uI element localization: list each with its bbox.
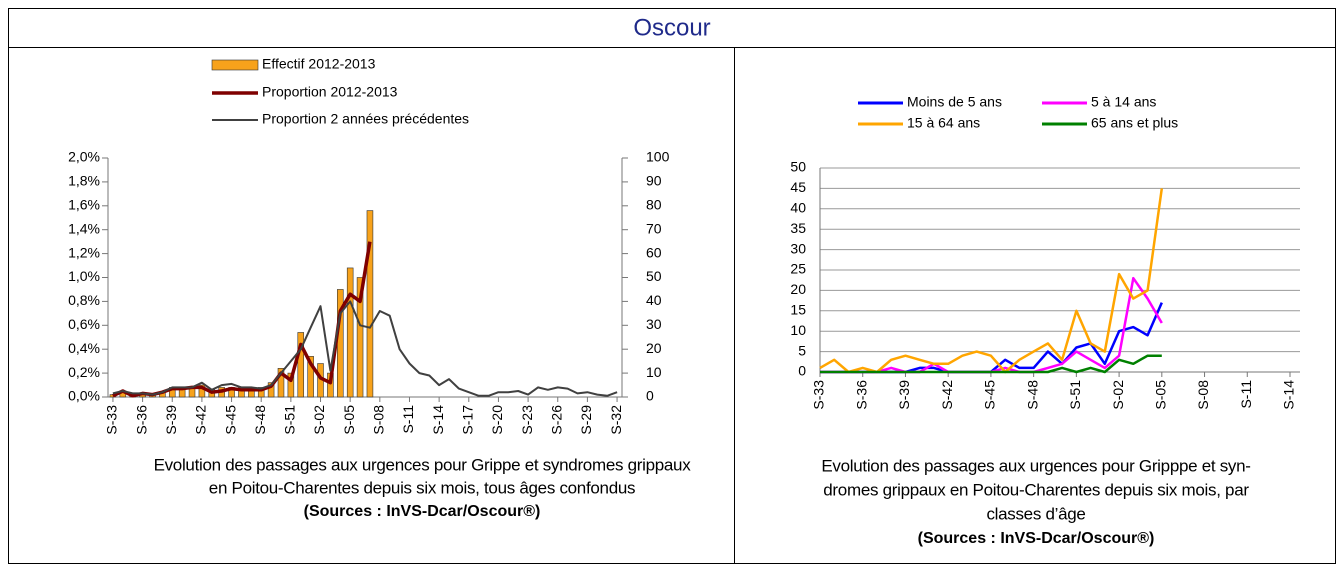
x-tick-label: S-45 bbox=[982, 380, 998, 410]
y2-tick-label: 50 bbox=[646, 268, 662, 284]
y-tick-label: 40 bbox=[790, 200, 806, 216]
caption: Evolution des passages aux urgences pour… bbox=[154, 455, 692, 474]
bar bbox=[267, 382, 275, 398]
y2-tick-label: 40 bbox=[646, 292, 662, 308]
legend-label: Moins de 5 ans bbox=[907, 94, 1002, 110]
caption: en Poitou-Charentes depuis six mois, tou… bbox=[209, 478, 635, 497]
caption: classes d’âge bbox=[986, 504, 1085, 523]
legend-label: 5 à 14 ans bbox=[1091, 94, 1156, 110]
y2-tick-label: 20 bbox=[646, 340, 662, 356]
y-tick-label: 25 bbox=[790, 261, 806, 277]
y-tick-label: 0 bbox=[798, 363, 806, 379]
x-tick-label: S-11 bbox=[400, 405, 416, 434]
x-tick-label: S-08 bbox=[1195, 380, 1211, 410]
y-tick-label: 10 bbox=[790, 322, 806, 338]
header-title: Oscour bbox=[633, 14, 710, 41]
series-line bbox=[819, 188, 1164, 374]
y-tick-label: 0,0% bbox=[68, 388, 100, 404]
legend-label: 65 ans et plus bbox=[1091, 115, 1178, 131]
y-tick-label: 0,4% bbox=[68, 340, 100, 356]
y-tick-label: 5 bbox=[798, 342, 806, 358]
caption: Evolution des passages aux urgences pour… bbox=[821, 456, 1250, 475]
x-tick-label: S-23 bbox=[519, 405, 535, 435]
y-tick-label: 45 bbox=[790, 179, 806, 195]
caption: dromes grippaux en Poitou-Charentes depu… bbox=[823, 480, 1249, 499]
x-tick-label: S-17 bbox=[459, 405, 475, 435]
x-tick-label: S-08 bbox=[371, 405, 387, 435]
x-tick-label: S-39 bbox=[163, 405, 179, 435]
y-tick-label: 0,2% bbox=[68, 364, 100, 380]
x-tick-label: S-11 bbox=[1238, 380, 1254, 409]
x-tick-label: S-02 bbox=[1110, 380, 1126, 410]
x-tick-label: S-42 bbox=[193, 405, 209, 435]
x-tick-label: S-45 bbox=[222, 405, 238, 435]
y2-tick-label: 30 bbox=[646, 316, 662, 332]
bar bbox=[277, 368, 285, 398]
y2-tick-label: 90 bbox=[646, 173, 662, 189]
y-tick-label: 2,0% bbox=[68, 149, 100, 165]
x-tick-label: S-14 bbox=[430, 405, 446, 435]
y-tick-label: 1,4% bbox=[68, 220, 100, 236]
legend-swatch bbox=[211, 59, 259, 71]
legend-label: Proportion 2012-2013 bbox=[262, 84, 398, 100]
y-tick-label: 30 bbox=[790, 240, 806, 256]
x-tick-label: S-14 bbox=[1281, 380, 1297, 410]
y-tick-label: 15 bbox=[790, 302, 806, 318]
x-tick-label: S-51 bbox=[282, 405, 298, 435]
x-tick-label: S-48 bbox=[252, 405, 268, 435]
source: (Sources : InVS-Dcar/Oscour®) bbox=[918, 530, 1155, 547]
x-tick-label: S-32 bbox=[608, 405, 624, 435]
y-tick-label: 1,8% bbox=[68, 173, 100, 189]
y2-tick-label: 100 bbox=[646, 149, 670, 165]
series-line bbox=[112, 300, 618, 397]
y2-tick-label: 60 bbox=[646, 244, 662, 260]
x-tick-label: S-29 bbox=[578, 405, 594, 435]
x-tick-label: S-05 bbox=[1153, 380, 1169, 410]
bar bbox=[297, 332, 305, 398]
y-tick-label: 0,8% bbox=[68, 292, 100, 308]
y-tick-label: 1,6% bbox=[68, 197, 100, 213]
series-line bbox=[820, 354, 1162, 374]
bar bbox=[366, 210, 374, 398]
x-tick-label: S-26 bbox=[548, 405, 564, 435]
y-tick-label: 50 bbox=[790, 159, 806, 175]
x-tick-label: S-51 bbox=[1067, 380, 1083, 410]
x-tick-label: S-36 bbox=[133, 405, 149, 435]
bar bbox=[346, 267, 354, 398]
x-tick-label: S-05 bbox=[341, 405, 357, 435]
x-tick-label: S-39 bbox=[896, 380, 912, 410]
x-tick-label: S-33 bbox=[104, 405, 120, 435]
source: (Sources : InVS-Dcar/Oscour®) bbox=[304, 503, 541, 520]
x-tick-label: S-20 bbox=[489, 405, 505, 435]
y2-tick-label: 10 bbox=[646, 364, 662, 380]
x-tick-label: S-33 bbox=[811, 380, 827, 410]
legend-label: Effectif 2012-2013 bbox=[262, 56, 376, 72]
x-tick-label: S-48 bbox=[1024, 380, 1040, 410]
y2-tick-label: 80 bbox=[646, 197, 662, 213]
y2-tick-label: 70 bbox=[646, 220, 662, 236]
x-tick-label: S-36 bbox=[853, 380, 869, 410]
bar bbox=[198, 384, 206, 398]
y2-tick-label: 0 bbox=[646, 388, 654, 404]
y-tick-label: 0,6% bbox=[68, 316, 100, 332]
bar bbox=[307, 356, 314, 398]
y-tick-label: 20 bbox=[790, 281, 806, 297]
x-tick-label: S-02 bbox=[311, 405, 327, 435]
x-tick-label: S-42 bbox=[939, 380, 955, 410]
y-tick-label: 35 bbox=[790, 220, 806, 236]
bar bbox=[287, 372, 295, 398]
y-tick-label: 1,0% bbox=[68, 268, 100, 284]
series-line bbox=[112, 241, 372, 398]
legend-label: Proportion 2 années précédentes bbox=[262, 111, 469, 127]
legend-label: 15 à 64 ans bbox=[907, 115, 980, 131]
y-tick-label: 1,2% bbox=[68, 244, 100, 260]
bar bbox=[356, 277, 364, 398]
bar bbox=[257, 387, 265, 398]
